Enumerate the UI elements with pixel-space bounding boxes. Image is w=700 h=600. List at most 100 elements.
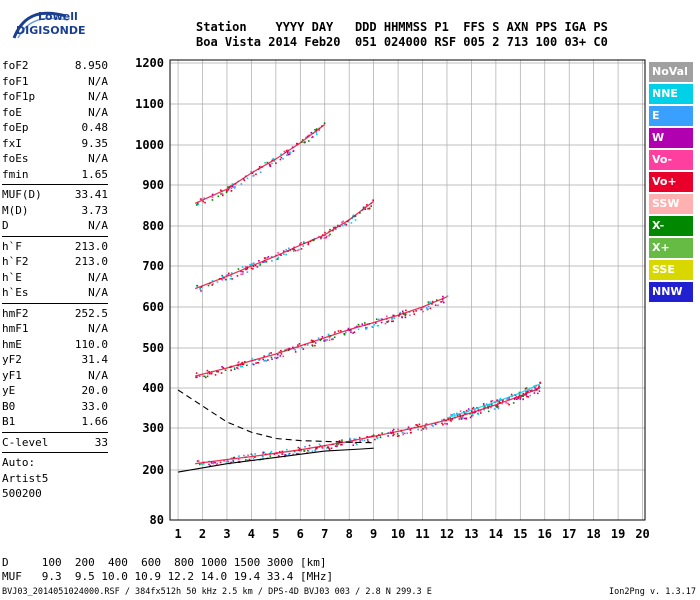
echo-point xyxy=(471,407,474,410)
echo-point xyxy=(337,330,340,332)
echo-point xyxy=(264,257,266,259)
echo-point xyxy=(225,191,228,194)
echo-point xyxy=(375,318,378,321)
echo-point xyxy=(534,386,536,389)
echo-point xyxy=(533,392,536,394)
echo-point xyxy=(298,447,301,450)
echo-point xyxy=(251,454,254,457)
echo-point xyxy=(211,199,214,201)
echo-point xyxy=(538,386,540,389)
echo-point xyxy=(242,363,245,366)
echo-point xyxy=(364,208,367,211)
param-value: 9.35 xyxy=(81,136,109,150)
echo-point xyxy=(262,358,265,361)
echo-point xyxy=(237,361,240,363)
x-tick-label: 4 xyxy=(248,527,255,541)
echo-point xyxy=(220,189,222,192)
echo-point xyxy=(334,445,337,447)
autoscale-line3: 500200 xyxy=(2,487,42,500)
echo-point xyxy=(297,344,299,346)
echo-point xyxy=(275,258,278,261)
echo-point xyxy=(318,129,320,132)
echo-point xyxy=(289,151,292,154)
echo-point xyxy=(275,162,277,164)
echo-point xyxy=(285,253,287,256)
echo-point xyxy=(240,183,243,185)
echo-point xyxy=(258,165,261,168)
echo-point xyxy=(453,413,456,415)
echo-point xyxy=(302,245,305,247)
param-name: fmin xyxy=(2,167,29,181)
echo-point xyxy=(233,187,236,189)
echo-point xyxy=(280,153,282,156)
trace-line xyxy=(194,123,326,204)
echo-point xyxy=(490,406,492,409)
echo-point xyxy=(306,135,309,138)
param-value: N/A xyxy=(88,270,108,284)
echo-point xyxy=(386,321,389,323)
panel-separator xyxy=(2,235,108,237)
echo-point xyxy=(297,446,300,449)
echo-point xyxy=(243,179,246,182)
echo-point xyxy=(429,301,432,303)
echo-point xyxy=(271,260,273,262)
echo-point xyxy=(222,366,225,369)
echo-point xyxy=(241,363,244,366)
panel-separator xyxy=(2,431,108,433)
param-value: 20.0 xyxy=(81,384,109,397)
digisonde-logo xyxy=(6,8,76,44)
echo-point xyxy=(440,301,442,303)
echo-point xyxy=(272,157,275,160)
echo-point xyxy=(519,398,522,400)
echo-point xyxy=(227,272,230,275)
param-name: hmE xyxy=(2,337,22,351)
param-value: N/A xyxy=(88,322,108,335)
echo-point xyxy=(299,243,301,245)
echo-point xyxy=(352,444,355,447)
param-row: B1 1.66 xyxy=(2,414,108,430)
param-name: foF1 xyxy=(2,74,29,88)
echo-point xyxy=(276,356,279,359)
echo-point xyxy=(280,349,282,352)
echo-point xyxy=(464,412,466,415)
echo-point xyxy=(286,448,288,451)
echo-point xyxy=(211,193,214,196)
echo-point xyxy=(256,266,259,268)
echo-point xyxy=(451,413,454,416)
param-row: hmE 110.0 xyxy=(2,337,108,353)
y-tick-label: 700 xyxy=(142,259,164,273)
echo-point xyxy=(446,423,448,425)
echo-point xyxy=(251,263,254,265)
echo-point xyxy=(262,452,264,454)
echo-point xyxy=(231,183,234,185)
echo-point xyxy=(417,428,419,431)
param-value: N/A xyxy=(88,90,108,103)
echo-point xyxy=(527,396,530,398)
echo-point xyxy=(522,392,525,395)
echo-point xyxy=(455,412,458,415)
echo-point xyxy=(252,457,255,459)
echo-point xyxy=(473,409,476,411)
echo-point xyxy=(233,368,236,371)
echo-point xyxy=(285,348,288,351)
param-row: hmF1 N/A xyxy=(2,321,108,337)
echo-point xyxy=(318,446,321,449)
echo-point xyxy=(323,237,326,239)
echo-point xyxy=(350,330,352,333)
echo-point xyxy=(353,438,355,440)
echo-point xyxy=(320,237,322,239)
param-row: fxI 9.35 xyxy=(2,136,108,152)
param-row: B0 33.0 xyxy=(2,399,108,415)
echo-point xyxy=(251,357,253,360)
echo-point xyxy=(527,390,529,393)
echo-point xyxy=(459,414,461,416)
legend-ssw: SSW xyxy=(649,194,693,214)
echo-point xyxy=(317,337,320,339)
echo-point xyxy=(487,404,490,407)
echo-point xyxy=(203,375,206,378)
echo-point xyxy=(372,199,374,202)
echo-point xyxy=(381,432,383,434)
echo-point xyxy=(450,414,452,416)
echo-point xyxy=(252,175,255,177)
echo-point xyxy=(271,358,273,361)
